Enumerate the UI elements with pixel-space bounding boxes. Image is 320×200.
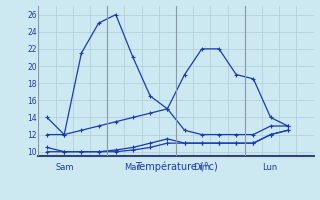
Text: Lun: Lun [262,163,277,172]
Text: Dim: Dim [193,163,210,172]
Text: Sam: Sam [56,163,74,172]
Text: Mar: Mar [124,163,140,172]
X-axis label: Température (°c): Température (°c) [135,162,217,172]
